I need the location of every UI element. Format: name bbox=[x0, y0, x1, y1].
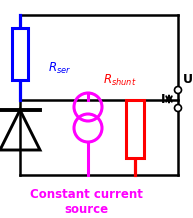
Text: Constant current
source: Constant current source bbox=[30, 188, 143, 216]
Text: I: I bbox=[161, 92, 165, 106]
Bar bbox=[126, 100, 144, 158]
Text: $R_{ser}$: $R_{ser}$ bbox=[48, 60, 71, 76]
Bar bbox=[12, 28, 28, 80]
Text: $R_{shunt}$: $R_{shunt}$ bbox=[103, 72, 137, 88]
Circle shape bbox=[174, 87, 181, 94]
Circle shape bbox=[174, 104, 181, 111]
Text: U: U bbox=[183, 73, 193, 86]
